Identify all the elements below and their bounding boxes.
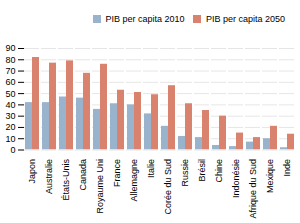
svg-text:Japon: Japon [27, 159, 37, 184]
svg-text:60: 60 [5, 77, 15, 87]
svg-text:Mexique: Mexique [265, 159, 275, 193]
svg-text:Brésil: Brésil [197, 159, 207, 182]
svg-text:10: 10 [5, 133, 15, 143]
svg-text:États-Unis: États-Unis [61, 158, 71, 200]
svg-text:50: 50 [5, 88, 15, 98]
svg-text:France: France [112, 159, 122, 187]
svg-text:0: 0 [10, 144, 15, 154]
svg-text:40: 40 [5, 99, 15, 109]
svg-text:Allemagne: Allemagne [129, 159, 139, 202]
svg-text:70: 70 [5, 65, 15, 75]
svg-text:Inde: Inde [282, 159, 292, 177]
svg-text:Corée du Sud: Corée du Sud [163, 159, 173, 215]
svg-text:80: 80 [5, 54, 15, 64]
svg-text:Royaume Uni: Royaume Uni [95, 159, 105, 214]
svg-text:Russie: Russie [180, 159, 190, 187]
svg-text:Afrique du Sud: Afrique du Sud [248, 159, 258, 219]
html-text:PIB per capita 2010: PIB per capita 2010 [105, 13, 185, 24]
svg-text:30: 30 [5, 111, 15, 121]
svg-text:90: 90 [5, 43, 15, 53]
svg-text:Australie: Australie [44, 159, 54, 194]
svg-text:Indonésie: Indonésie [231, 159, 241, 198]
svg-text:Chine: Chine [214, 159, 224, 183]
html-text:PIB per capita 2050: PIB per capita 2050 [205, 13, 285, 24]
svg-text:Italie: Italie [146, 159, 156, 178]
svg-text:20: 20 [5, 122, 15, 132]
svg-text:Canada: Canada [78, 159, 88, 191]
